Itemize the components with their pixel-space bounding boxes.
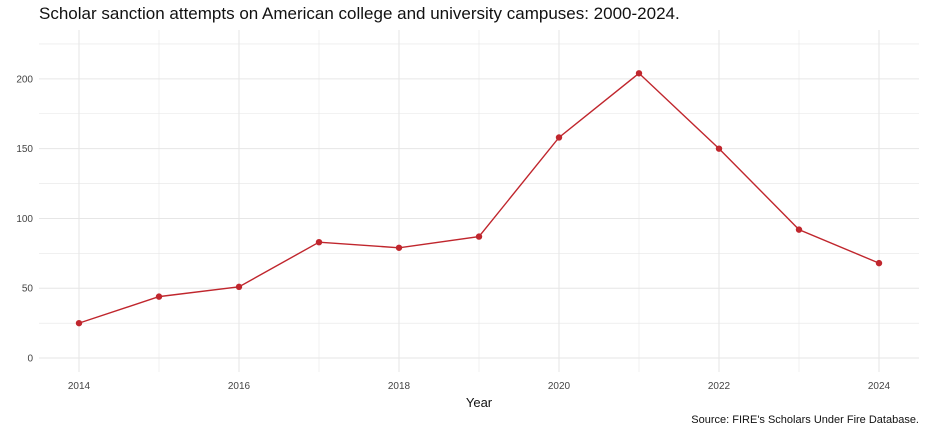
x-tick-label: 2022 — [708, 381, 731, 392]
y-tick-label: 150 — [16, 144, 33, 155]
x-tick-label: 2024 — [868, 381, 891, 392]
data-point — [555, 134, 563, 141]
x-axis-title: Year — [466, 395, 493, 410]
x-tick-labels: 2014 2016 2018 2020 2022 2024 — [68, 381, 891, 392]
x-tick-label: 2018 — [388, 381, 411, 392]
y-tick-labels: 0 50 100 150 200 — [16, 74, 33, 364]
grid-lines — [39, 30, 919, 372]
x-tick-label: 2016 — [228, 381, 251, 392]
data-point — [395, 244, 403, 251]
x-tick-label: 2014 — [68, 381, 91, 392]
data-point — [475, 233, 483, 240]
chart-title: Scholar sanction attempts on American co… — [39, 4, 680, 23]
data-point — [715, 145, 723, 152]
y-tick-label: 0 — [27, 354, 33, 365]
data-point — [635, 70, 643, 77]
x-tick-label: 2020 — [548, 381, 571, 392]
data-point — [235, 283, 243, 291]
data-point — [155, 293, 163, 300]
y-tick-label: 200 — [16, 74, 33, 85]
data-point — [875, 259, 883, 267]
data-points — [75, 70, 883, 327]
source-caption: Source: FIRE's Scholars Under Fire Datab… — [691, 414, 919, 426]
data-point — [315, 238, 323, 246]
data-point — [795, 226, 803, 233]
y-tick-label: 50 — [22, 284, 34, 295]
y-tick-label: 100 — [16, 214, 33, 225]
data-point — [75, 319, 83, 327]
